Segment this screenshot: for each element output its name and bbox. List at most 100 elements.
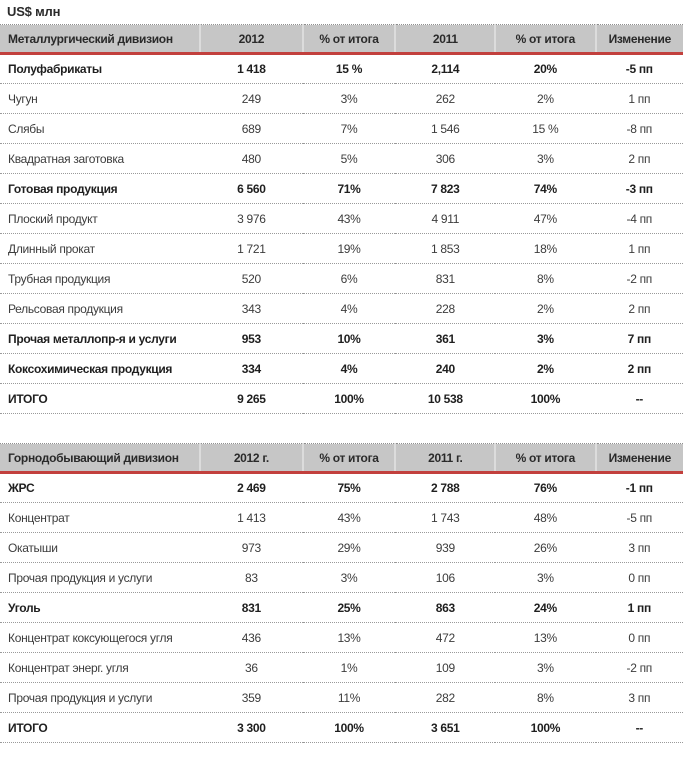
value-2012-cell: 520 [200, 263, 303, 294]
value-2011-cell: 831 [395, 263, 496, 294]
row-label-cell: Коксохимическая продукция [0, 353, 201, 384]
value-2012-cell: 689 [200, 113, 303, 144]
pct-2012-cell: 3% [302, 83, 396, 114]
pct-2012-cell: 3% [302, 562, 396, 593]
mining-header-row: Горнодобывающий дивизион 2012 г. % от ит… [0, 443, 683, 474]
value-2011-cell: 939 [395, 532, 496, 563]
pct-2012-cell: 100% [302, 712, 396, 743]
value-2012-cell: 36 [200, 652, 303, 683]
column-header-2012: 2012 [199, 24, 303, 55]
value-2011-cell: 109 [395, 652, 496, 683]
pct-2012-cell: 19% [302, 233, 396, 264]
row-label-cell: Концентрат коксующегося угля [0, 622, 201, 653]
table-row: Готовая продукция 6 560 71% 7 823 74% -3… [0, 173, 683, 204]
table-row: Прочая продукция и услуги 83 3% 106 3% 0… [0, 562, 683, 593]
pct-2012-cell: 13% [302, 622, 396, 653]
table-row: Слябы 689 7% 1 546 15 % -8 пп [0, 113, 683, 144]
pct-2011-cell: 76% [495, 472, 596, 503]
pct-2012-cell: 71% [302, 173, 396, 204]
value-2011-cell: 306 [395, 143, 496, 174]
table-row: Уголь 831 25% 863 24% 1 пп [0, 592, 683, 623]
change-cell: 0 пп [595, 622, 683, 653]
change-cell: 1 пп [595, 83, 683, 114]
change-cell: 2 пп [595, 353, 683, 384]
change-cell: -4 пп [595, 203, 683, 234]
table-row: Прочая металлопр-я и услуги 953 10% 361 … [0, 323, 683, 354]
pct-2011-cell: 26% [495, 532, 596, 563]
row-label-cell: Чугун [0, 83, 201, 114]
change-cell: 1 пп [595, 592, 683, 623]
row-label-cell: Плоский продукт [0, 203, 201, 234]
pct-2011-cell: 3% [495, 652, 596, 683]
value-2012-cell: 249 [200, 83, 303, 114]
change-cell: -8 пп [595, 113, 683, 144]
row-label-cell: Слябы [0, 113, 201, 144]
value-2012-cell: 334 [200, 353, 303, 384]
value-2012-cell: 973 [200, 532, 303, 563]
table-row: Плоский продукт 3 976 43% 4 911 47% -4 п… [0, 203, 683, 234]
change-cell: 0 пп [595, 562, 683, 593]
change-cell: -- [595, 712, 683, 743]
pct-2012-cell: 1% [302, 652, 396, 683]
column-header-change: Изменение [594, 443, 683, 474]
unit-label: US$ млн [7, 4, 61, 19]
pct-2012-cell: 25% [302, 592, 396, 623]
change-cell: -2 пп [595, 652, 683, 683]
table-row: Рельсовая продукция 343 4% 228 2% 2 пп [0, 293, 683, 324]
table-row: ИТОГО 9 265 100% 10 538 100% -- [0, 383, 683, 414]
column-header-2012: 2012 г. [199, 443, 303, 474]
value-2012-cell: 2 469 [200, 472, 303, 503]
metallurgical-division-table: Металлургический дивизион 2012 % от итог… [0, 24, 683, 414]
change-cell: -3 пп [595, 173, 683, 204]
pct-2011-cell: 2% [495, 293, 596, 324]
value-2012-cell: 3 300 [200, 712, 303, 743]
value-2011-cell: 1 853 [395, 233, 496, 264]
metallurgical-header-row: Металлургический дивизион 2012 % от итог… [0, 24, 683, 55]
value-2012-cell: 480 [200, 143, 303, 174]
pct-2011-cell: 24% [495, 592, 596, 623]
value-2012-cell: 953 [200, 323, 303, 354]
row-label-cell: Уголь [0, 592, 201, 623]
change-cell: 7 пп [595, 323, 683, 354]
value-2012-cell: 1 418 [200, 53, 303, 84]
row-label-cell: Концентрат [0, 502, 201, 533]
row-label-cell: Квадратная заготовка [0, 143, 201, 174]
value-2012-cell: 83 [200, 562, 303, 593]
change-cell: -1 пп [595, 472, 683, 503]
column-header-pct-2011: % от итога [494, 443, 596, 474]
pct-2011-cell: 3% [495, 323, 596, 354]
pct-2011-cell: 8% [495, 682, 596, 713]
value-2011-cell: 1 546 [395, 113, 496, 144]
table-row: ЖРС 2 469 75% 2 788 76% -1 пп [0, 472, 683, 503]
row-label-cell: Полуфабрикаты [0, 53, 201, 84]
pct-2011-cell: 47% [495, 203, 596, 234]
pct-2012-cell: 43% [302, 502, 396, 533]
row-label-cell: Рельсовая продукция [0, 293, 201, 324]
value-2011-cell: 2 788 [395, 472, 496, 503]
table-gap [0, 414, 683, 443]
value-2011-cell: 262 [395, 83, 496, 114]
pct-2011-cell: 2% [495, 83, 596, 114]
column-header-division: Металлургический дивизион [0, 24, 201, 55]
value-2012-cell: 6 560 [200, 173, 303, 204]
change-cell: -- [595, 383, 683, 414]
value-2011-cell: 863 [395, 592, 496, 623]
value-2012-cell: 343 [200, 293, 303, 324]
column-header-2011: 2011 г. [394, 443, 496, 474]
value-2012-cell: 9 265 [200, 383, 303, 414]
pct-2012-cell: 43% [302, 203, 396, 234]
pct-2011-cell: 74% [495, 173, 596, 204]
pct-2011-cell: 13% [495, 622, 596, 653]
column-header-pct-2012: % от итога [301, 24, 396, 55]
pct-2012-cell: 5% [302, 143, 396, 174]
column-header-2011: 2011 [394, 24, 496, 55]
row-label-cell: Длинный прокат [0, 233, 201, 264]
table-row: Квадратная заготовка 480 5% 306 3% 2 пп [0, 143, 683, 174]
pct-2011-cell: 8% [495, 263, 596, 294]
pct-2011-cell: 20% [495, 53, 596, 84]
value-2011-cell: 228 [395, 293, 496, 324]
pct-2012-cell: 6% [302, 263, 396, 294]
change-cell: 3 пп [595, 532, 683, 563]
pct-2012-cell: 75% [302, 472, 396, 503]
